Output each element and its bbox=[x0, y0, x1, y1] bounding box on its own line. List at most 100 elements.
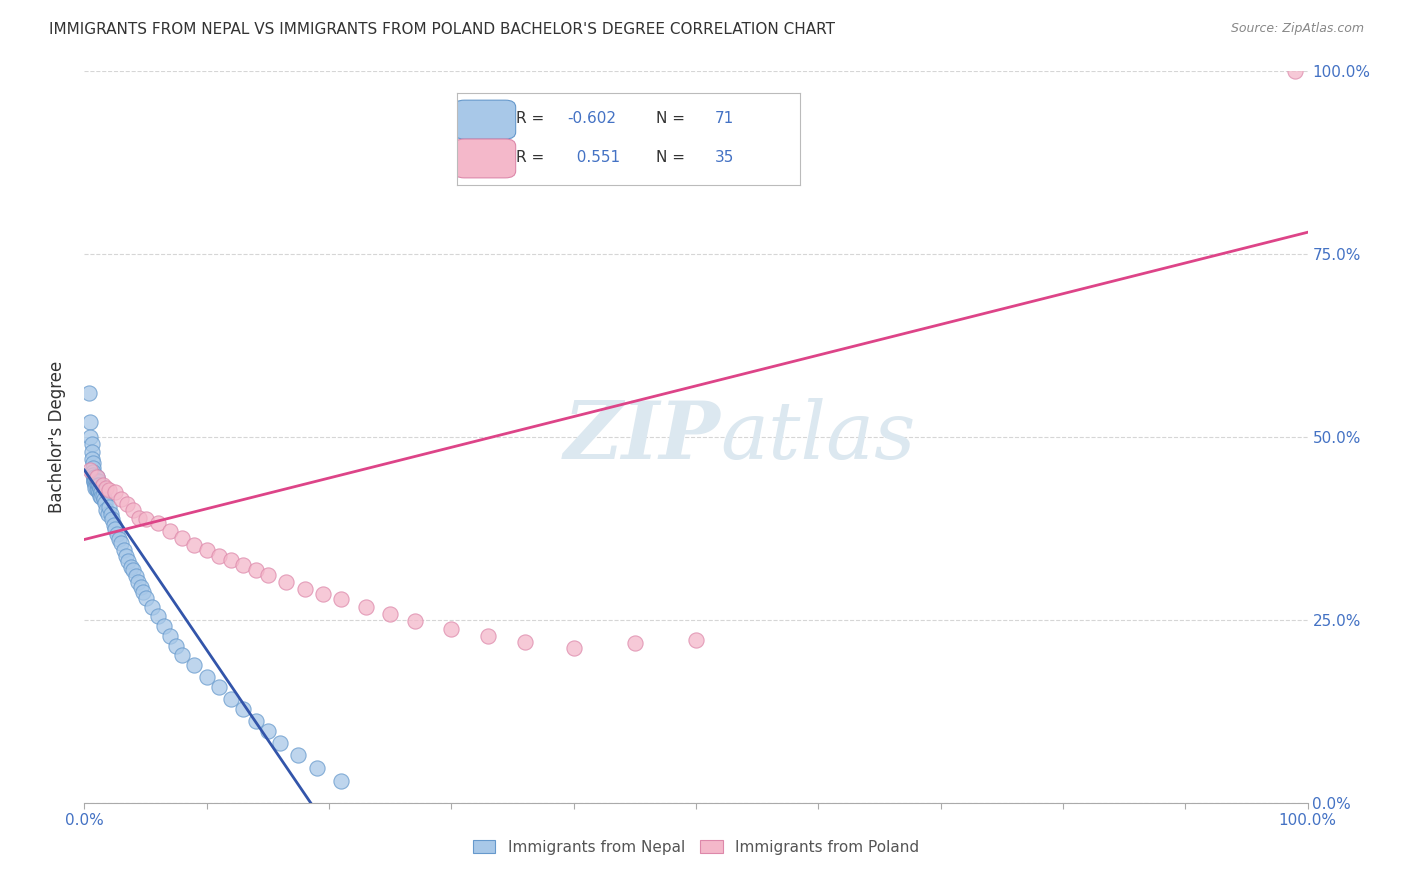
Point bbox=[257, 567, 280, 582]
Point bbox=[91, 489, 114, 503]
Point bbox=[104, 521, 127, 535]
Point bbox=[195, 543, 218, 558]
Point bbox=[562, 640, 585, 655]
Point bbox=[129, 580, 152, 594]
Point bbox=[86, 477, 108, 491]
Point bbox=[219, 553, 242, 567]
Point bbox=[87, 485, 110, 500]
Point bbox=[477, 629, 499, 643]
Point bbox=[195, 670, 218, 684]
Point bbox=[208, 549, 231, 563]
Point bbox=[83, 475, 105, 490]
Point bbox=[132, 585, 155, 599]
Point bbox=[172, 648, 194, 662]
Point bbox=[100, 507, 122, 521]
Point bbox=[219, 692, 242, 706]
Point bbox=[94, 496, 117, 510]
Text: IMMIGRANTS FROM NEPAL VS IMMIGRANTS FROM POLAND BACHELOR'S DEGREE CORRELATION CH: IMMIGRANTS FROM NEPAL VS IMMIGRANTS FROM… bbox=[49, 22, 835, 37]
Point bbox=[86, 470, 108, 484]
Point bbox=[287, 748, 309, 763]
Point bbox=[86, 475, 108, 490]
Point bbox=[135, 591, 157, 605]
Point bbox=[232, 702, 254, 716]
Point bbox=[232, 558, 254, 573]
Point bbox=[77, 386, 100, 401]
Point bbox=[90, 490, 112, 504]
Point bbox=[135, 512, 157, 526]
Point bbox=[305, 761, 328, 775]
Point bbox=[79, 463, 101, 477]
Point bbox=[82, 460, 104, 475]
Point bbox=[208, 680, 231, 694]
Point bbox=[183, 538, 205, 552]
Point bbox=[159, 629, 181, 643]
Point bbox=[117, 554, 139, 568]
Point bbox=[84, 481, 107, 495]
Point bbox=[276, 574, 298, 589]
Point bbox=[82, 456, 104, 470]
Point bbox=[93, 492, 115, 507]
Point bbox=[146, 609, 169, 624]
Text: ZIP: ZIP bbox=[564, 399, 720, 475]
Point bbox=[115, 549, 138, 563]
Point bbox=[624, 636, 647, 650]
Point bbox=[110, 536, 132, 550]
Point bbox=[127, 574, 149, 589]
Point bbox=[330, 592, 353, 607]
Point bbox=[79, 416, 101, 430]
Point bbox=[257, 724, 280, 739]
Point bbox=[86, 483, 108, 497]
Point bbox=[87, 483, 110, 497]
Point bbox=[80, 452, 103, 467]
Point bbox=[84, 470, 107, 484]
Point bbox=[112, 543, 135, 558]
Point bbox=[685, 633, 707, 648]
Point bbox=[96, 481, 118, 495]
Point bbox=[380, 607, 402, 621]
Point bbox=[122, 503, 145, 517]
Point bbox=[105, 526, 128, 541]
Point bbox=[269, 736, 291, 750]
Point bbox=[83, 473, 105, 487]
Point bbox=[153, 619, 176, 633]
Point bbox=[165, 639, 187, 653]
Point bbox=[128, 510, 150, 524]
Point bbox=[86, 470, 108, 484]
Point bbox=[122, 563, 145, 577]
Point bbox=[120, 560, 142, 574]
Point bbox=[115, 497, 138, 511]
Point bbox=[96, 503, 118, 517]
Point bbox=[87, 477, 110, 491]
Point bbox=[159, 524, 181, 538]
Point bbox=[245, 563, 267, 577]
Point bbox=[103, 517, 125, 532]
Point bbox=[245, 714, 267, 728]
Point bbox=[354, 599, 377, 614]
Point bbox=[440, 622, 463, 636]
Point bbox=[101, 512, 124, 526]
Point bbox=[107, 533, 129, 547]
Point bbox=[83, 470, 105, 484]
Text: atlas: atlas bbox=[720, 399, 915, 475]
Point bbox=[146, 516, 169, 531]
Point bbox=[330, 773, 353, 788]
Point bbox=[97, 500, 120, 514]
Text: Source: ZipAtlas.com: Source: ZipAtlas.com bbox=[1230, 22, 1364, 36]
Point bbox=[87, 477, 110, 491]
Point bbox=[513, 635, 536, 649]
Point bbox=[89, 481, 111, 495]
Point bbox=[404, 615, 426, 629]
Point bbox=[183, 658, 205, 673]
Point bbox=[90, 485, 112, 500]
Point bbox=[97, 483, 120, 497]
Point bbox=[79, 430, 101, 444]
Point bbox=[1284, 64, 1306, 78]
Point bbox=[89, 489, 111, 503]
Point bbox=[84, 474, 107, 488]
Legend: Immigrants from Nepal, Immigrants from Poland: Immigrants from Nepal, Immigrants from P… bbox=[467, 834, 925, 861]
Point bbox=[294, 582, 316, 597]
Point bbox=[172, 531, 194, 545]
Point bbox=[83, 474, 105, 488]
Point bbox=[87, 474, 110, 488]
Point bbox=[91, 477, 114, 491]
